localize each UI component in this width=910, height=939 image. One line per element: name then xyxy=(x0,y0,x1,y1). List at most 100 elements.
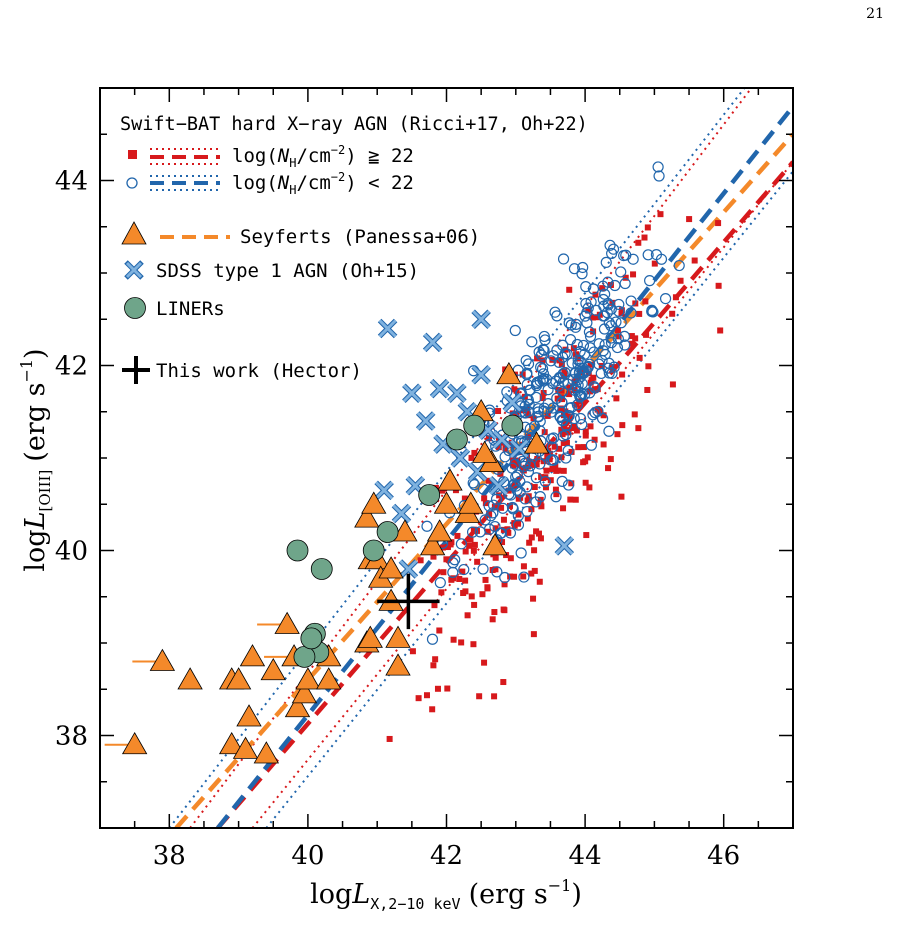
bat-low-nh-point xyxy=(562,479,575,491)
bat-low-nh-point xyxy=(579,388,591,400)
bat-high-nh-point xyxy=(481,495,488,502)
sdss-type1-point xyxy=(450,448,471,468)
bat-low-nh-point xyxy=(598,323,611,335)
legend-nh-low-label: log(NH/cm−2) < 22 xyxy=(232,170,414,197)
bat-high-nh-point xyxy=(537,535,544,542)
seyfert-point xyxy=(426,519,453,542)
bat-low-nh-point xyxy=(455,538,467,550)
bat-high-nh-point xyxy=(491,609,498,616)
seyfert-point xyxy=(361,491,387,514)
bat-high-nh-point xyxy=(470,641,477,648)
bat-high-nh-point xyxy=(484,528,491,535)
bat-low-nh-point xyxy=(618,330,631,342)
seyferts-dashed-relation-line xyxy=(174,132,793,828)
legend-this-work-marker xyxy=(122,356,150,384)
bat-high-nh-point xyxy=(619,422,626,429)
seyfert-point xyxy=(177,667,203,690)
bat-high-nh-point xyxy=(432,656,439,663)
bat-high-nh-point xyxy=(549,356,556,363)
bat-high-nh-point xyxy=(645,363,652,370)
bat-high-nh-point xyxy=(467,536,474,543)
bat-high-nh-point xyxy=(549,465,556,472)
bat-low-nh-point xyxy=(584,342,596,354)
nh_low-dashed-relation-line xyxy=(216,105,793,828)
bat-high-nh-point xyxy=(715,220,722,227)
bat-low-nh-point xyxy=(498,476,510,488)
bat-low-nh-point xyxy=(512,519,525,531)
bat-low-nh-point xyxy=(477,563,489,575)
bat-low-nh-point xyxy=(518,571,530,583)
bat-high-nh-point xyxy=(515,520,522,527)
bat-high-nh-point xyxy=(531,567,538,574)
liner-point xyxy=(445,428,468,451)
bat-high-nh-point xyxy=(506,502,513,509)
sdss-type1-point xyxy=(374,480,394,501)
bat-high-nh-point xyxy=(560,467,567,474)
bat-high-nh-point xyxy=(450,636,457,643)
y-tick-label: 44 xyxy=(55,167,88,197)
bat-low-nh-point xyxy=(519,406,531,419)
bat-high-nh-point xyxy=(464,612,471,619)
bat-high-nh-point xyxy=(651,260,658,267)
seyfert-point xyxy=(149,648,176,671)
bat-low-nh-point xyxy=(514,475,526,488)
bat-low-nh-point xyxy=(534,415,546,428)
bat-low-nh-point xyxy=(576,268,588,280)
bat-high-nh-point xyxy=(423,692,430,699)
bat-high-nh-points-layer xyxy=(386,211,724,742)
bat-low-nh-point xyxy=(518,460,530,473)
seyfert-point xyxy=(482,533,508,556)
bat-high-nh-point xyxy=(556,357,563,364)
bat-high-nh-point xyxy=(560,505,567,512)
bat-low-nh-point xyxy=(659,292,672,305)
bat-high-nh-point xyxy=(495,408,502,415)
liner-point xyxy=(418,484,441,506)
bat-high-nh-point xyxy=(575,355,582,362)
seyfert-point xyxy=(458,491,484,514)
bat-high-nh-point xyxy=(536,578,543,585)
bat-low-nh-point xyxy=(565,402,577,414)
seyfert-point xyxy=(121,731,148,755)
bat-high-nh-point xyxy=(461,495,468,502)
bat-low-nh-point xyxy=(581,317,593,329)
bat-high-nh-point xyxy=(584,454,591,461)
bat-low-nh-point xyxy=(434,577,446,589)
seyfert-point xyxy=(232,736,259,759)
bat-high-nh-point xyxy=(540,474,547,481)
bat-high-nh-point xyxy=(619,371,626,378)
liner-point xyxy=(310,558,333,580)
bat-high-nh-point xyxy=(586,388,593,395)
bat-low-nh-point xyxy=(507,479,519,491)
bat-low-nh-point xyxy=(468,479,481,491)
bat-high-nh-point xyxy=(501,581,508,588)
bat-low-nh-point xyxy=(545,355,557,367)
bat-high-nh-point xyxy=(500,606,507,613)
bat-low-nh-point xyxy=(600,256,612,268)
bat-low-nh-point xyxy=(499,451,511,463)
bat-high-nh-point xyxy=(429,706,436,713)
bat-high-nh-point xyxy=(431,602,438,609)
legend-title: Swift−BAT hard X−ray AGN (Ricci+17, Oh+2… xyxy=(120,114,588,135)
bat-high-nh-point xyxy=(563,439,570,446)
bat-high-nh-point xyxy=(526,458,533,465)
bat-high-nh-point xyxy=(448,576,455,583)
seyfert-point xyxy=(295,667,321,690)
bat-low-nh-point xyxy=(625,307,637,319)
bat-high-nh-point xyxy=(471,449,478,456)
bat-high-nh-point xyxy=(456,575,463,582)
bat-high-nh-point xyxy=(558,426,565,433)
bat-high-nh-point xyxy=(439,544,446,551)
bat-low-nh-point xyxy=(582,360,594,373)
bat-high-nh-point xyxy=(468,454,475,461)
bat-low-nh-point xyxy=(426,633,439,645)
seyfert-point xyxy=(523,431,550,454)
bat-low-nh-point xyxy=(599,339,611,351)
y-tick-label: 40 xyxy=(55,537,88,567)
bat-low-nh-point xyxy=(421,520,433,532)
bat-high-nh-point xyxy=(484,585,491,592)
bat-high-nh-point xyxy=(566,384,573,391)
bat-high-nh-point xyxy=(491,693,498,700)
bat-high-nh-point xyxy=(409,648,416,655)
sdss-type1-point xyxy=(447,383,467,404)
bat-low-nh-point xyxy=(521,367,533,379)
